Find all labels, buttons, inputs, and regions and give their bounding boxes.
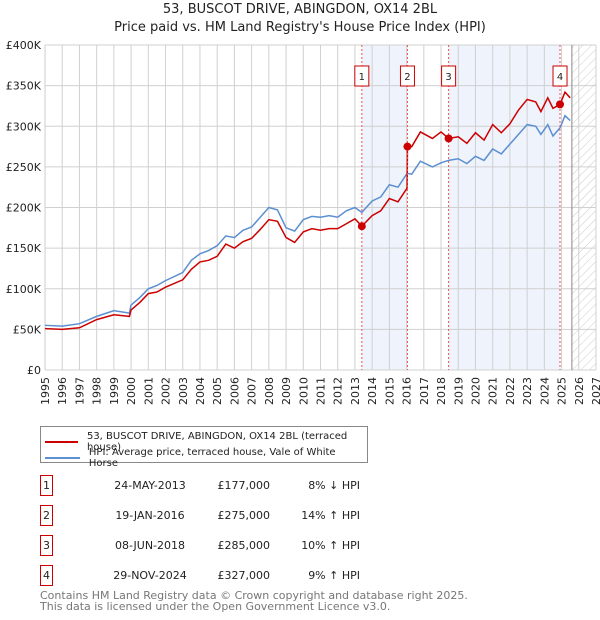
- footer-line-2: This data is licensed under the Open Gov…: [40, 600, 391, 613]
- x-tick-label: 2007: [246, 377, 259, 405]
- sale-hpi-diff: 8% ↓ HPI: [308, 479, 360, 492]
- y-tick-label: £200K: [6, 202, 42, 215]
- legend: 53, BUSCOT DRIVE, ABINGDON, OX14 2BL (te…: [40, 426, 368, 469]
- y-tick-label: £100K: [6, 283, 42, 296]
- sale-label: 1: [359, 72, 365, 83]
- red-line-swatch: [45, 441, 78, 443]
- x-tick-label: 2024: [538, 377, 551, 405]
- y-tick-label: £150K: [6, 242, 42, 255]
- x-tick-label: 2014: [366, 377, 379, 405]
- x-tick-label: 2011: [315, 377, 328, 405]
- x-tick-label: 2025: [556, 377, 569, 405]
- x-tick-label: 2000: [125, 377, 138, 405]
- sale-date: 19-JAN-2016: [115, 509, 185, 522]
- x-tick-label: 2006: [228, 377, 241, 405]
- x-tick-label: 1998: [91, 377, 104, 405]
- legend-item-hpi: HPI: Average price, terraced house, Vale…: [45, 447, 367, 469]
- x-tick-label: 2005: [211, 377, 224, 405]
- sale-point: [357, 222, 366, 231]
- x-tick-label: 2010: [297, 377, 310, 405]
- x-tick-label: 1996: [56, 377, 69, 405]
- x-tick-label: 2009: [280, 377, 293, 405]
- sale-point: [403, 142, 412, 151]
- sale-price: £327,000: [217, 569, 271, 582]
- sale-label: 4: [557, 72, 563, 83]
- sale-point: [556, 100, 565, 109]
- footer: Contains HM Land Registry data © Crown c…: [40, 590, 468, 612]
- sale-point: [444, 134, 453, 143]
- x-tick-label: 2004: [194, 377, 207, 405]
- x-tick-label: 2001: [142, 377, 155, 405]
- sale-price: £177,000: [217, 479, 271, 492]
- sale-price: £275,000: [217, 509, 271, 522]
- sale-marker-label: 4: [40, 565, 53, 586]
- sale-date: 29-NOV-2024: [113, 569, 187, 582]
- legend-label: HPI: Average price, terraced house, Vale…: [88, 447, 336, 469]
- legend-item-property: 53, BUSCOT DRIVE, ABINGDON, OX14 2BL (te…: [45, 431, 367, 453]
- x-tick-label: 2017: [418, 377, 431, 405]
- sale-date: 24-MAY-2013: [114, 479, 186, 492]
- sale-marker-label: 1: [40, 475, 53, 496]
- x-tick-label: 2027: [590, 377, 600, 405]
- sale-label-box: [552, 65, 568, 87]
- x-tick-label: 2018: [435, 377, 448, 405]
- x-tick-label: 2016: [401, 377, 414, 405]
- sale-label-box: [399, 65, 415, 87]
- x-tick-label: 2023: [521, 377, 534, 405]
- sale-label: 3: [445, 72, 451, 83]
- sale-hpi-diff: 9% ↑ HPI: [308, 569, 360, 582]
- sale-label-box: [354, 65, 370, 87]
- x-tick-label: 2019: [452, 377, 465, 405]
- x-tick-label: 2021: [487, 377, 500, 405]
- x-tick-label: 2013: [349, 377, 362, 405]
- blue-line-swatch: [45, 457, 80, 459]
- series-line: [44, 90, 571, 331]
- y-tick-label: £50K: [13, 323, 42, 336]
- x-tick-label: 2003: [177, 377, 190, 405]
- x-tick-label: 2020: [469, 377, 482, 405]
- chart-subtitle: Price paid vs. HM Land Registry's House …: [114, 20, 486, 35]
- series-line: [44, 114, 571, 327]
- y-tick-label: £400K: [6, 39, 42, 52]
- sale-price: £285,000: [217, 539, 271, 552]
- y-tick-label: £300K: [6, 120, 42, 133]
- x-tick-label: 1997: [73, 377, 86, 405]
- price-chart: 1995 1996 1997 1998 1999 2000 2001 2002 2003 2004…: [6, 39, 600, 405]
- x-tick-label: 2022: [504, 377, 517, 405]
- x-tick-label: 2008: [263, 377, 276, 405]
- sale-marker-label: 2: [40, 505, 53, 526]
- footer-line-1: Contains HM Land Registry data © Crown c…: [40, 589, 468, 602]
- sale-label-box: [441, 65, 457, 87]
- x-tick-label: 2026: [573, 377, 586, 405]
- sale-hpi-diff: 10% ↑ HPI: [301, 539, 360, 552]
- x-tick-label: 1999: [108, 377, 121, 405]
- chart-title: 53, BUSCOT DRIVE, ABINGDON, OX14 2BL: [162, 2, 438, 17]
- sale-marker-label: 3: [40, 535, 53, 556]
- x-tick-label: 2015: [383, 377, 396, 405]
- y-tick-label: £0: [27, 364, 41, 377]
- legend-label: 53, BUSCOT DRIVE, ABINGDON, OX14 2BL (te…: [86, 431, 348, 453]
- y-tick-label: £250K: [6, 161, 42, 174]
- x-tick-label: 1995: [39, 377, 52, 405]
- y-tick-label: £350K: [6, 80, 42, 93]
- sale-hpi-diff: 14% ↑ HPI: [301, 509, 360, 522]
- sale-label: 2: [404, 72, 410, 83]
- x-tick-label: 2012: [332, 377, 345, 405]
- x-tick-label: 2002: [160, 377, 173, 405]
- sale-date: 08-JUN-2018: [114, 539, 186, 552]
